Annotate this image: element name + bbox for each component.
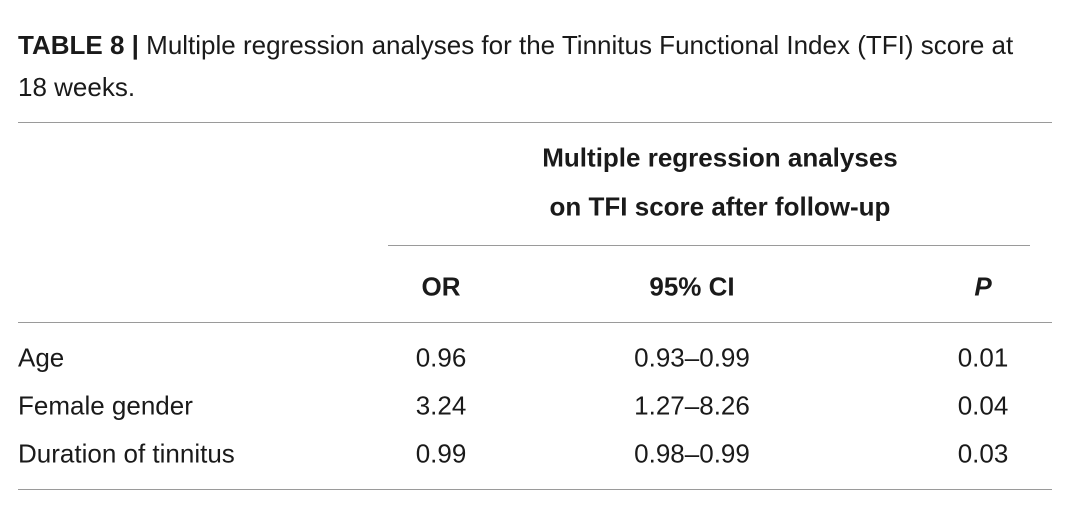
caption-label: TABLE 8 | [18, 30, 139, 60]
table-cell: 0.03 [957, 438, 1009, 469]
header-rule [18, 322, 1052, 323]
column-header: 95% CI [649, 271, 735, 302]
table-cell: 0.93–0.99 [634, 342, 750, 373]
group-header: on TFI score after follow-up [549, 191, 891, 222]
column-header: P [974, 271, 992, 302]
table-cell: 1.27–8.26 [634, 390, 750, 421]
row-label: Age [18, 342, 65, 373]
table-cell: 0.99 [415, 438, 467, 469]
row-label: Female gender [18, 390, 193, 421]
table-cell: 0.98–0.99 [634, 438, 750, 469]
caption-text: Multiple regression analyses for the Tin… [18, 30, 1014, 102]
table-cell: 3.24 [415, 390, 467, 421]
column-header: OR [421, 271, 461, 302]
table-cell: 0.01 [957, 342, 1009, 373]
group-rule [388, 245, 1030, 246]
bottom-rule [18, 489, 1052, 490]
top-rule [18, 122, 1052, 123]
table-caption: TABLE 8 | Multiple regression analyses f… [18, 24, 1018, 108]
row-label: Duration of tinnitus [18, 438, 235, 469]
table-cell: 0.96 [415, 342, 467, 373]
table-cell: 0.04 [957, 390, 1009, 421]
group-header: Multiple regression analyses [542, 142, 898, 173]
